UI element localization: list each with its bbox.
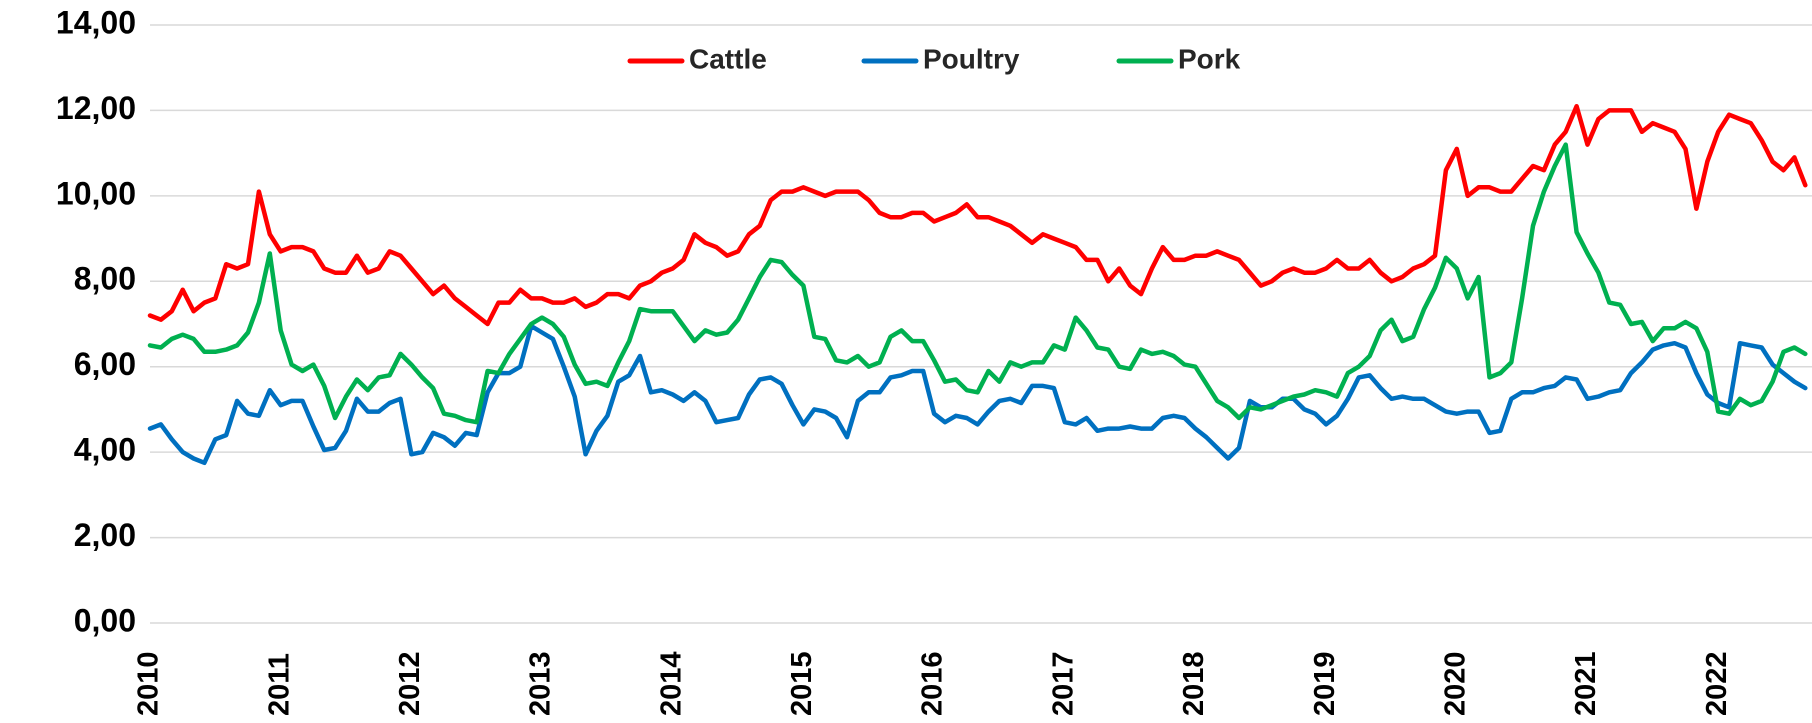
series-line [147, 103, 1808, 327]
x-tick-label: 2012 [394, 651, 426, 716]
y-tick-label: 6,00 [74, 346, 136, 382]
x-tick-label: 2014 [655, 651, 687, 716]
series-line [147, 323, 1808, 466]
y-tick-label: 4,00 [74, 432, 136, 468]
series-line [147, 142, 1808, 425]
x-tick-label: 2017 [1047, 651, 1079, 716]
y-tick-label: 8,00 [74, 261, 136, 297]
x-tick-label: 2022 [1701, 651, 1733, 716]
legend-label: Poultry [923, 43, 1020, 74]
x-tick-label: 2015 [786, 651, 818, 716]
legend-label: Cattle [689, 43, 767, 74]
y-tick-label: 12,00 [56, 90, 136, 126]
legend-label: Pork [1178, 43, 1241, 74]
x-tick-label: 2013 [525, 651, 557, 716]
x-tick-label: 2018 [1178, 651, 1210, 716]
y-tick-label: 10,00 [56, 175, 136, 211]
x-tick-label: 2019 [1309, 651, 1341, 716]
y-tick-label: 0,00 [74, 602, 136, 638]
x-tick-label: 2011 [263, 653, 295, 716]
x-tick-label: 2020 [1439, 651, 1471, 716]
x-tick-label: 2021 [1570, 651, 1602, 716]
x-tick-label: 2016 [917, 651, 949, 716]
y-tick-label: 14,00 [56, 4, 136, 40]
x-tick-label: 2010 [133, 651, 165, 716]
y-tick-label: 2,00 [74, 517, 136, 553]
